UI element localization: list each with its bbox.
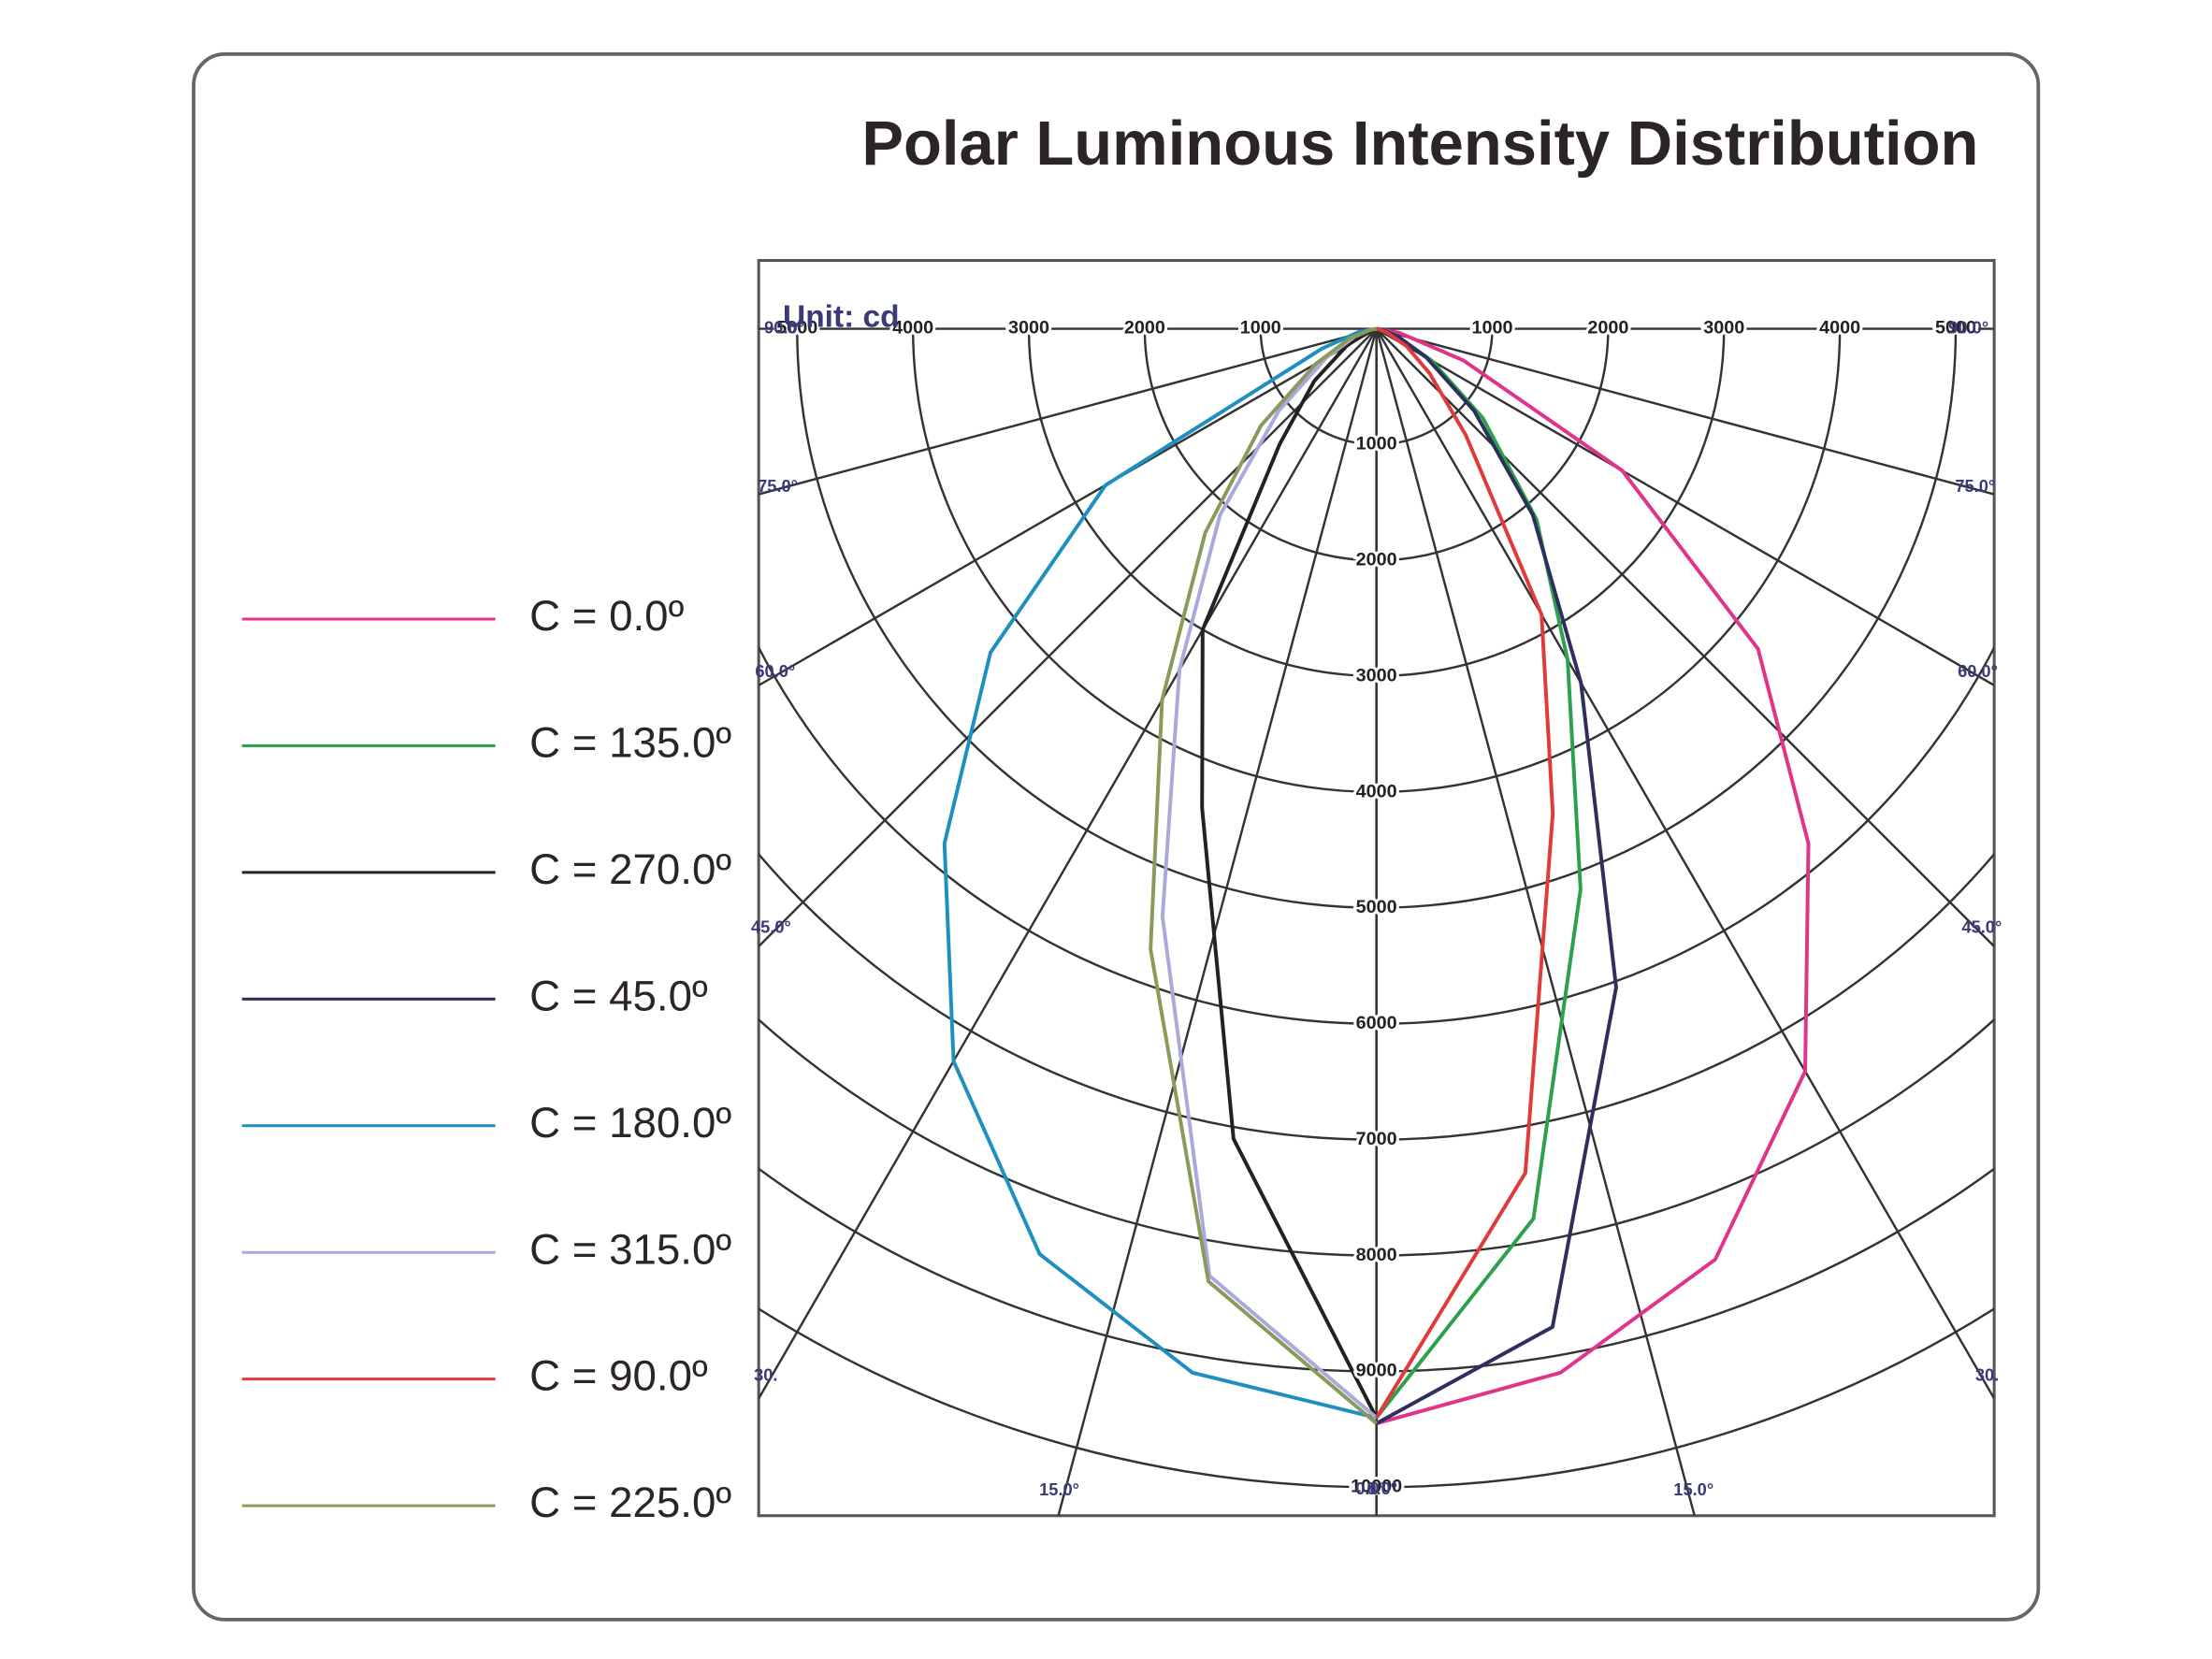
radial-line (759, 327, 1378, 1400)
radial-line (759, 327, 1377, 496)
radial-line (1375, 327, 1995, 1400)
angle-label: 75.0° (1955, 476, 1995, 496)
angle-label: 60.0° (755, 661, 795, 681)
radial-line (1376, 327, 1995, 496)
angle-label: 45.0° (1961, 916, 2002, 936)
intensity-curve (1374, 326, 1555, 1420)
angle-label: 90.0° (1948, 317, 1988, 337)
radial-line (1376, 327, 1995, 686)
angle-label: 30. (1975, 1365, 1999, 1385)
r-tick-label: 7000 (1356, 1129, 1397, 1149)
legend-label: C = 135.0º (529, 719, 731, 767)
radial-line (759, 327, 1378, 947)
r-tick-label: 6000 (1356, 1013, 1397, 1033)
angle-label: 0.0° (1355, 1479, 1386, 1498)
angle-label: 15.0° (1673, 1479, 1713, 1499)
legend-label: C = 90.0º (529, 1352, 708, 1400)
angle-label: 90.0° (764, 317, 804, 337)
radial-line (1057, 328, 1378, 1516)
r-tick-label: 1000 (1356, 434, 1397, 454)
legend: C = 0.0º C = 135.0º C = 270.0º C = 45.0º C =… (241, 592, 731, 1526)
angle-label: 75.0° (758, 476, 798, 496)
r-tick-label: 3000 (1703, 318, 1744, 339)
angle-label: 45.0° (751, 916, 791, 936)
r-tick-label: 1000 (1240, 318, 1281, 339)
legend-label: C = 0.0º (529, 592, 684, 640)
radial-line (1375, 328, 1696, 1516)
r-tick-label: 10000 (1351, 1477, 1402, 1497)
polar-grid (759, 327, 1995, 1516)
r-tick-label: 3000 (1008, 318, 1049, 339)
legend-label: C = 225.0º (529, 1479, 731, 1526)
r-tick-label: 5000 (776, 318, 817, 339)
intensity-curve (942, 326, 1378, 1420)
angle-label: 30. (754, 1365, 777, 1385)
r-tick-label: 2000 (1587, 318, 1628, 339)
r-tick-label: 9000 (1356, 1361, 1397, 1381)
r-tick-label: 4000 (1356, 781, 1397, 801)
legend-label: C = 45.0º (529, 972, 708, 1019)
r-tick-label: 5000 (1935, 318, 1976, 339)
legend-label: C = 180.0º (529, 1099, 731, 1147)
r-tick-label: 5000 (1356, 897, 1397, 917)
r-tick-label: 4000 (892, 318, 933, 339)
r-tick-label: 1000 (1472, 318, 1513, 339)
angle-label: 0.0° (1366, 1479, 1397, 1498)
curves (942, 326, 1811, 1426)
labels: 1000 1000 1000 2000 2000 2000 3000 3000 3000 4000… (751, 315, 2002, 1500)
chart-title: Polar Luminous Intensity Distribution (861, 108, 1978, 179)
angle-label: 60.0° (1958, 661, 1998, 681)
legend-label: C = 315.0º (529, 1225, 731, 1273)
legend-label: C = 270.0º (529, 845, 731, 893)
angle-label: 15.0° (1039, 1479, 1079, 1499)
intensity-curve (1149, 326, 1378, 1425)
radial-line (1375, 327, 1995, 947)
r-tick-label: 3000 (1356, 665, 1397, 685)
r-tick-label: 2000 (1124, 318, 1165, 339)
radial-line (759, 327, 1378, 686)
r-tick-label: 4000 (1819, 318, 1860, 339)
intensity-curve (1376, 326, 1811, 1426)
r-tick-label: 2000 (1356, 550, 1397, 570)
r-tick-label: 8000 (1356, 1245, 1397, 1265)
unit-label: Unit: cd (783, 300, 900, 335)
